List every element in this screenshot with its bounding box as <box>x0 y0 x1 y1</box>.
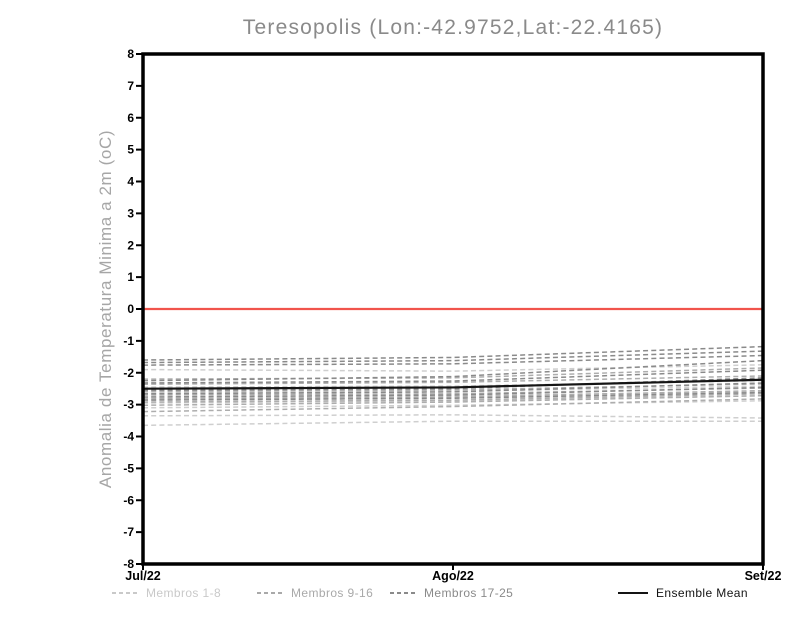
y-tick-label: -1 <box>123 334 134 348</box>
y-tick-label: -4 <box>123 430 134 444</box>
ensemble-mean-line <box>142 378 764 390</box>
y-tick-label: 6 <box>127 111 134 125</box>
legend-entry-membros-9-16: Membros 9-16 <box>257 584 373 602</box>
dashed-line-icon <box>112 592 138 594</box>
member-line <box>142 420 763 427</box>
member-line <box>142 394 764 407</box>
member-line <box>142 345 764 361</box>
member-line <box>142 398 764 413</box>
member-line <box>142 414 764 419</box>
member-line <box>142 391 764 401</box>
member-line <box>142 389 764 400</box>
legend-label: Membros 1-8 <box>146 586 222 600</box>
legend-label: Membros 17-25 <box>424 586 514 600</box>
member-line <box>142 400 764 409</box>
member-line <box>142 393 764 403</box>
legend-entry-ensemble-mean: Ensemble Mean <box>618 584 748 602</box>
chart-title: Teresopolis (Lon:-42.9752,Lat:-22.4165) <box>242 16 664 39</box>
y-tick-label: 1 <box>127 270 134 284</box>
member-line <box>142 385 764 394</box>
member-line <box>142 354 764 366</box>
y-tick-label: -3 <box>123 398 134 412</box>
y-tick-label: -5 <box>123 461 134 475</box>
legend: Membros 1-8 Membros 9-16 Membros 17-25 E… <box>0 584 800 602</box>
y-tick-label: 3 <box>127 206 134 220</box>
y-tick-label: 8 <box>127 47 134 61</box>
member-line <box>142 364 764 372</box>
legend-entry-membros-17-25: Membros 17-25 <box>390 584 513 602</box>
y-tick-label: 4 <box>127 175 134 189</box>
y-tick-label: -7 <box>123 525 134 539</box>
member-line <box>142 386 764 398</box>
dashed-line-icon <box>257 592 283 594</box>
y-tick-label: -2 <box>123 366 134 380</box>
x-tick-label: Jul/22 <box>125 569 160 583</box>
member-line <box>142 350 764 364</box>
dashed-line-icon <box>390 592 416 594</box>
member-line <box>142 375 764 385</box>
solid-line-icon <box>618 592 648 594</box>
member-line <box>142 369 764 384</box>
y-tick-label: 2 <box>127 238 134 252</box>
y-tick-label: 7 <box>127 79 134 93</box>
x-tick-label: Set/22 <box>745 569 782 583</box>
legend-entry-membros-1-8: Membros 1-8 <box>112 584 221 602</box>
y-tick-label: -6 <box>123 493 134 507</box>
y-tick-label: 0 <box>127 302 134 316</box>
y-tick-label: -8 <box>123 557 134 571</box>
member-line <box>142 359 764 382</box>
y-tick-label: 5 <box>127 143 134 157</box>
member-line <box>142 382 764 395</box>
x-tick-label: Ago/22 <box>432 569 474 583</box>
legend-label: Membros 9-16 <box>291 586 374 600</box>
legend-label: Ensemble Mean <box>656 586 748 600</box>
